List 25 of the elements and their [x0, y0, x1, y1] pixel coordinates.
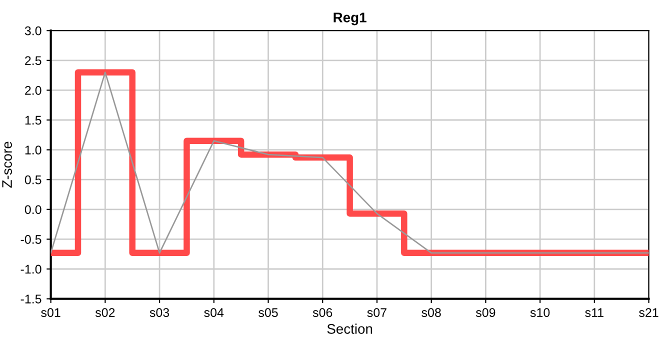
y-tick-label: 3.0	[24, 26, 42, 36]
y-axis-title: Z-score	[2, 142, 12, 188]
x-tick-label: s01	[41, 308, 60, 318]
y-tick-label: 2.5	[25, 56, 42, 66]
y-tick-label: 1.0	[25, 146, 42, 154]
x-tick-label: s09	[476, 308, 496, 318]
x-tick-label: s10	[530, 308, 550, 318]
x-tick-label: s02	[95, 308, 115, 318]
y-tick-label: -0.5	[20, 235, 42, 244]
x-tick-label: s05	[258, 308, 278, 318]
y-tick-label: 0.0	[24, 205, 42, 214]
chart-title: Reg1	[334, 12, 366, 26]
y-tick-label: 2.0	[25, 86, 42, 95]
x-tick-label: s08	[422, 308, 441, 318]
y-tick-label: 1.5	[25, 116, 42, 125]
x-tick-label: s11	[585, 308, 604, 318]
x-tick-label: s06	[312, 308, 332, 318]
x-tick-label: s21	[639, 308, 658, 318]
y-tick-label: -1.5	[20, 294, 42, 304]
y-tick-label: 0.5	[24, 175, 42, 184]
y-tick-label: -1.0	[20, 264, 42, 274]
x-axis-title: Section	[327, 324, 372, 334]
x-tick-label: s04	[204, 308, 224, 318]
x-tick-label: s03	[150, 308, 170, 318]
x-tick-label: s07	[367, 308, 386, 318]
